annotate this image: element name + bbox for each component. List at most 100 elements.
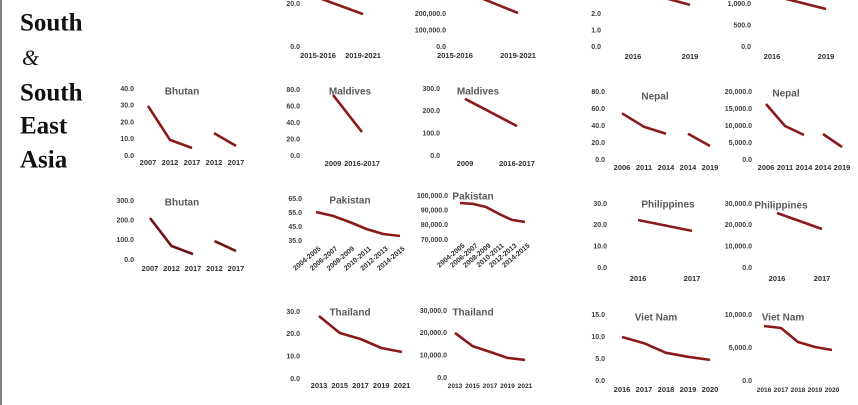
y-tick-label: 20.0 <box>286 1 300 8</box>
y-tick-label: 100.0 <box>116 237 134 244</box>
y-tick-label: 20.0 <box>120 119 134 126</box>
y-tick-label: 65.0 <box>288 196 302 203</box>
data-line <box>621 335 711 362</box>
x-tick-label: 2019-2021 <box>345 51 381 60</box>
chart-title: Bhutan <box>165 87 199 98</box>
y-tick-label: 55.0 <box>288 210 302 217</box>
y-tick-label: 10,000.0 <box>725 312 752 319</box>
x-tick-label: 2019-2021 <box>500 51 536 60</box>
y-tick-label: 1,000.0 <box>728 1 751 8</box>
data-line <box>331 94 364 133</box>
chart-title: Pakistan <box>452 192 493 203</box>
x-tick-label: 2006 <box>758 163 775 172</box>
chart-title: Thailand <box>329 308 370 319</box>
x-tick-label: 2019 <box>834 163 851 172</box>
y-tick-label: 0.0 <box>742 378 752 385</box>
y-tick-label: 20.0 <box>286 136 300 143</box>
x-tick-label: 2009 <box>457 159 474 168</box>
y-tick-label: 30.0 <box>593 201 607 208</box>
y-tick-label: 0.0 <box>742 265 752 272</box>
x-tick-label: 2017 <box>352 381 369 390</box>
chart-title: Nepal <box>772 89 799 100</box>
y-tick-label: 200.0 <box>116 218 134 225</box>
data-line <box>687 132 711 148</box>
x-tick-label: 2019 <box>818 52 835 61</box>
x-tick-label: 2016 <box>757 387 772 394</box>
x-tick-label: 2012 <box>206 264 223 273</box>
y-tick-label: 35.0 <box>288 238 302 245</box>
data-line <box>320 0 364 16</box>
y-tick-label: 5,000.0 <box>729 140 752 147</box>
heading-line: & <box>22 45 40 70</box>
y-tick-label: 0.0 <box>591 44 601 51</box>
y-tick-label: 10.0 <box>286 354 300 361</box>
x-tick-label: 2016 <box>625 52 642 61</box>
y-tick-label: 0.0 <box>437 375 447 382</box>
data-line <box>213 131 237 148</box>
y-tick-label: 20,000.0 <box>420 330 447 337</box>
y-tick-label: 40.0 <box>286 120 300 127</box>
y-tick-label: 20.0 <box>591 140 605 147</box>
x-tick-label: 2014 <box>680 163 698 172</box>
x-tick-label: 2019 <box>702 163 719 172</box>
chart-title: Pakistan <box>329 196 370 207</box>
y-tick-label: 0.0 <box>597 265 607 272</box>
x-tick-label: 2016-2017 <box>344 159 380 168</box>
y-tick-label: 30,000.0 <box>420 308 447 315</box>
data-line <box>621 112 667 135</box>
x-tick-label: 2019 <box>680 385 697 394</box>
y-tick-label: 100,000.0 <box>415 27 446 34</box>
x-tick-label: 2019 <box>500 383 515 390</box>
data-line <box>148 217 194 256</box>
x-tick-label: 2017 <box>184 158 201 167</box>
x-tick-label: 2019 <box>682 52 699 61</box>
x-tick-label: 2020 <box>702 385 719 394</box>
chart-title: Maldives <box>329 87 372 98</box>
y-tick-label: 500.0 <box>733 22 751 29</box>
x-tick-label: 2014 <box>796 163 814 172</box>
y-tick-label: 45.0 <box>288 224 302 231</box>
x-tick-label: 2016 <box>614 385 631 394</box>
x-tick-label: 2007 <box>142 264 159 273</box>
data-line <box>459 201 526 224</box>
data-line <box>318 314 403 354</box>
x-tick-label: 2019 <box>808 387 823 394</box>
y-tick-label: 0.0 <box>124 257 134 264</box>
y-tick-label: 10,000.0 <box>725 244 752 251</box>
x-tick-label: 2013 <box>311 381 328 390</box>
chart-title: Thailand <box>452 308 493 319</box>
heading-line: East <box>20 113 68 140</box>
x-tick-label: 2021 <box>394 381 411 390</box>
y-tick-label: 70,000.0 <box>421 237 448 244</box>
y-tick-label: 15,000.0 <box>725 106 752 113</box>
x-tick-label: 2016-2017 <box>499 159 535 168</box>
data-line <box>822 132 843 149</box>
x-tick-label: 2013 <box>448 383 463 390</box>
y-tick-label: 0.0 <box>595 157 605 164</box>
y-tick-label: 5.0 <box>595 356 605 363</box>
x-tick-label: 2014 <box>815 163 833 172</box>
x-tick-label: 2016 <box>769 274 786 283</box>
x-tick-label: 2016 <box>764 52 781 61</box>
y-tick-label: 15.0 <box>591 312 605 319</box>
heading-line: South <box>20 80 83 107</box>
data-line <box>454 331 526 362</box>
x-tick-label: 2015-2016 <box>437 51 473 60</box>
heading-line: Asia <box>20 147 68 174</box>
y-tick-label: 0.0 <box>741 44 751 51</box>
x-tick-label: 2009 <box>325 159 342 168</box>
x-tick-label: 2014 <box>658 163 676 172</box>
x-tick-label: 2012 <box>162 158 179 167</box>
y-tick-label: 300.0 <box>422 86 440 93</box>
y-tick-label: 5,000.0 <box>729 345 752 352</box>
y-tick-label: 80.0 <box>591 89 605 96</box>
y-tick-label: 80.0 <box>286 87 300 94</box>
y-tick-label: 40.0 <box>120 86 134 93</box>
y-tick-label: 10.0 <box>591 334 605 341</box>
y-tick-label: 90,000.0 <box>421 208 448 215</box>
y-tick-label: 1.0 <box>591 27 601 34</box>
y-tick-label: 20.0 <box>286 331 300 338</box>
chart-title: Philippines <box>754 201 808 212</box>
x-tick-label: 2017 <box>228 158 245 167</box>
